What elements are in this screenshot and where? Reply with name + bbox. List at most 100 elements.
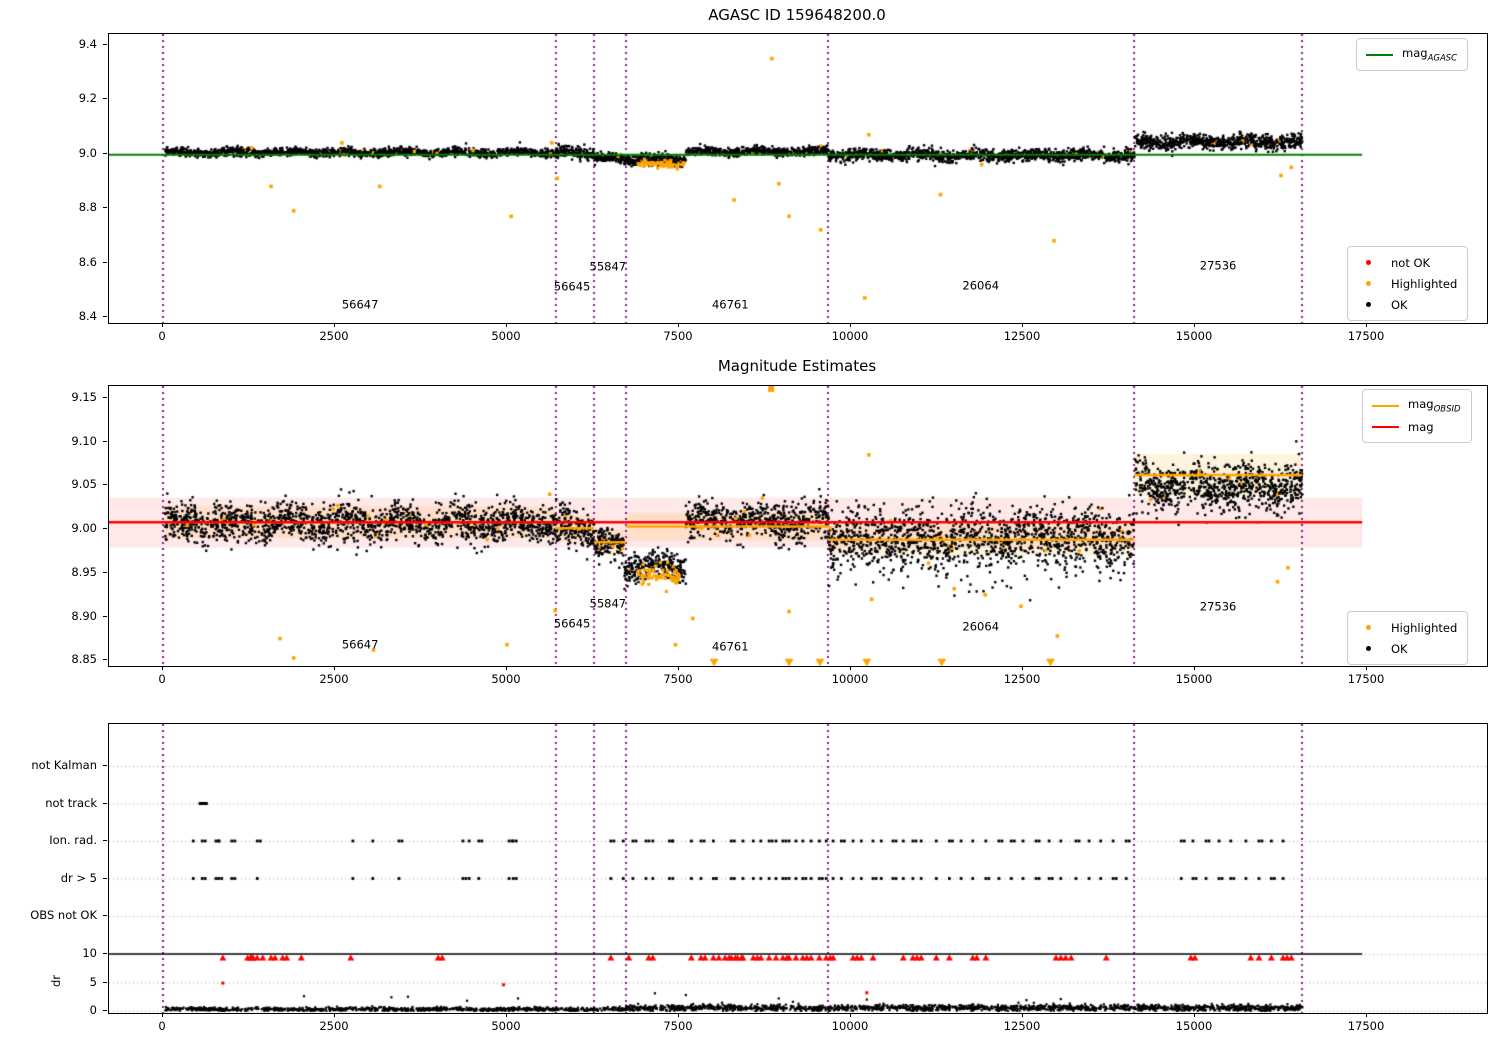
legend-row: magOBSID [1372, 395, 1461, 416]
y-tick-mark [103, 440, 107, 442]
obsid-annotation: 46761 [711, 639, 749, 654]
legend-label-mag-agasc: magAGASC [1402, 45, 1458, 64]
y-tick-mark [103, 43, 107, 45]
plot2-title: Magnitude Estimates [717, 357, 877, 375]
obsid-annotation: 46761 [711, 297, 749, 312]
obsid-annotation: 56645 [553, 279, 591, 294]
y-tick-mark [103, 98, 107, 100]
x-tick-label: 15000 [1175, 329, 1213, 343]
legend-mag-agasc: magAGASC [1356, 38, 1469, 71]
x-tick-mark [850, 666, 851, 670]
orange-dot-swatch [1366, 625, 1371, 630]
legend-mag-obsid: magOBSID mag [1362, 389, 1472, 443]
plot-area-estimates [108, 385, 1488, 667]
legend-ok-status-2: Highlighted OK [1347, 611, 1469, 665]
y-tick-label: 8.85 [71, 652, 97, 667]
y-tick-mark [103, 765, 107, 766]
x-tick-mark [678, 323, 679, 327]
x-tick-label: 17500 [1347, 329, 1385, 343]
y-tick-label: Ion. rad. [49, 833, 97, 847]
x-tick-mark [678, 1013, 679, 1017]
x-tick-label: 15000 [1175, 672, 1213, 686]
black-dot-swatch [1366, 302, 1371, 307]
x-tick-mark [162, 666, 163, 670]
x-tick-mark [506, 1013, 507, 1017]
y-tick-label: 5 [89, 974, 97, 989]
y-tick-label: 10 [82, 946, 97, 960]
x-tick-mark [1022, 1013, 1023, 1017]
y-tick-label: 9.0 [78, 145, 97, 160]
y-tick-label: 9.10 [71, 433, 97, 448]
x-tick-label: 17500 [1347, 672, 1385, 686]
legend-label-mag: mag [1408, 419, 1434, 434]
y-tick-label: OBS not OK [30, 908, 97, 922]
y-tick-label: 9.05 [71, 477, 97, 492]
y-tick-label: 0 [89, 1003, 97, 1017]
legend-row: OK [1357, 638, 1457, 659]
x-tick-label: 0 [158, 672, 166, 686]
y-tick-label: 9.2 [78, 91, 97, 106]
x-tick-mark [1366, 666, 1367, 670]
legend-row: mag [1372, 416, 1461, 437]
y-tick-label: 8.4 [78, 308, 97, 323]
x-tick-mark [506, 666, 507, 670]
legend-row: not OK [1357, 252, 1457, 273]
obsid-annotation: 26064 [962, 278, 1000, 293]
x-tick-label: 10000 [831, 329, 869, 343]
y-tick-label: 9.00 [71, 521, 97, 536]
x-tick-mark [1366, 323, 1367, 327]
x-tick-label: 5000 [491, 329, 521, 343]
x-tick-label: 2500 [319, 329, 349, 343]
orange-dot-swatch [1366, 281, 1371, 286]
x-tick-mark [1366, 1013, 1367, 1017]
legend-label-mag-obsid: magOBSID [1408, 396, 1461, 415]
legend-row: Highlighted [1357, 273, 1457, 294]
y-tick-label: 9.15 [71, 389, 97, 404]
x-tick-label: 12500 [1003, 329, 1041, 343]
green-line-swatch [1366, 53, 1393, 56]
x-tick-label: 12500 [1003, 1019, 1041, 1033]
x-tick-label: 7500 [663, 1019, 693, 1033]
x-tick-mark [334, 666, 335, 670]
y-tick-label: 8.95 [71, 564, 97, 579]
y-tick-label: 8.90 [71, 608, 97, 623]
x-tick-mark [334, 1013, 335, 1017]
x-tick-mark [1194, 666, 1195, 670]
x-tick-mark [162, 323, 163, 327]
red-dot-swatch [1366, 260, 1371, 265]
plot-area-magnitudes [108, 33, 1488, 324]
x-tick-mark [850, 1013, 851, 1017]
obsid-annotation: 56647 [341, 297, 379, 312]
x-tick-label: 17500 [1347, 1019, 1385, 1033]
black-dot-swatch [1366, 646, 1371, 651]
y-tick-mark [103, 571, 107, 573]
x-tick-label: 2500 [319, 1019, 349, 1033]
x-tick-label: 5000 [491, 1019, 521, 1033]
obsid-annotation: 56645 [553, 616, 591, 631]
x-tick-mark [1022, 323, 1023, 327]
scatter-canvas-estimates [109, 386, 1487, 666]
y-tick-label: not Kalman [31, 758, 97, 772]
legend-label-highlighted: Highlighted [1391, 276, 1458, 291]
legend-row: Highlighted [1357, 617, 1457, 638]
y-tick-mark [103, 840, 107, 841]
x-tick-label: 5000 [491, 672, 521, 686]
y-tick-label: not track [45, 795, 97, 810]
x-tick-label: 0 [158, 1019, 166, 1033]
y-tick-mark [103, 659, 107, 661]
obsid-annotation: 56647 [341, 637, 379, 652]
x-tick-label: 7500 [663, 672, 693, 686]
x-tick-mark [1194, 1013, 1195, 1017]
y-tick-mark [103, 528, 107, 530]
y-tick-mark [103, 152, 107, 154]
x-tick-label: 10000 [831, 1019, 869, 1033]
x-tick-mark [678, 666, 679, 670]
x-tick-label: 2500 [319, 672, 349, 686]
x-tick-label: 10000 [831, 672, 869, 686]
x-tick-label: 15000 [1175, 1019, 1213, 1033]
y-tick-mark [103, 877, 107, 879]
legend-label-ok: OK [1391, 297, 1408, 312]
legend-label-not-ok: not OK [1391, 255, 1431, 270]
legend-row: OK [1357, 294, 1457, 315]
